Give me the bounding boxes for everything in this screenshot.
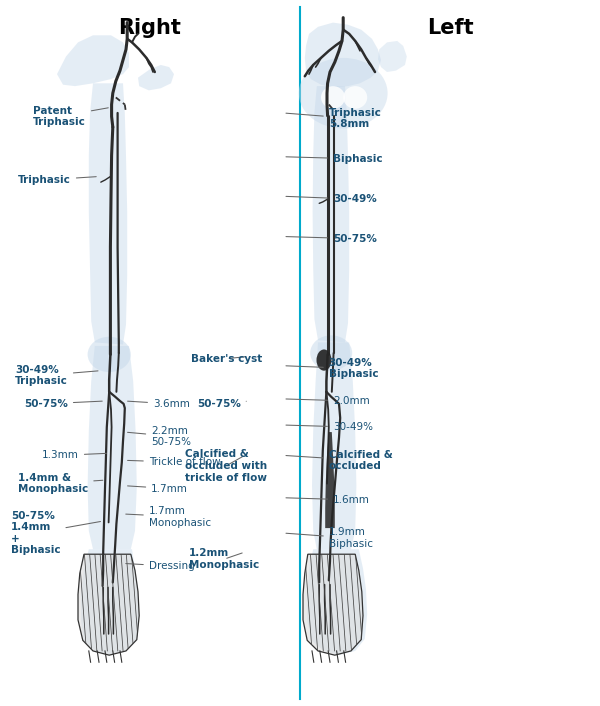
Text: Calcified &
occluded: Calcified & occluded (286, 450, 392, 471)
Text: 50-75%: 50-75% (197, 399, 246, 409)
Polygon shape (57, 35, 129, 86)
Text: 1.4mm &
Monophasic: 1.4mm & Monophasic (18, 473, 103, 494)
Text: 3.6mm: 3.6mm (128, 399, 190, 409)
Polygon shape (138, 65, 174, 90)
Text: Dressing: Dressing (126, 561, 194, 571)
Ellipse shape (321, 86, 345, 109)
Polygon shape (313, 86, 349, 342)
Polygon shape (378, 41, 407, 72)
Text: Right: Right (119, 18, 181, 37)
Text: 30-49%
Biphasic: 30-49% Biphasic (286, 358, 379, 379)
Ellipse shape (310, 335, 352, 371)
Polygon shape (89, 83, 127, 345)
Polygon shape (305, 23, 381, 88)
Text: Trickle of flow: Trickle of flow (128, 457, 220, 467)
Polygon shape (325, 432, 335, 528)
Text: Triphasic
5.8mm: Triphasic 5.8mm (286, 108, 382, 129)
Text: 50-75%: 50-75% (24, 399, 102, 409)
Text: 1.7mm
Monophasic: 1.7mm Monophasic (126, 506, 211, 527)
Ellipse shape (343, 86, 367, 109)
Text: Patent
Triphasic: Patent Triphasic (33, 106, 108, 127)
Text: Left: Left (427, 18, 473, 37)
Text: 30-49%
Triphasic: 30-49% Triphasic (15, 365, 98, 386)
Text: 50-75%: 50-75% (286, 234, 377, 244)
Polygon shape (81, 549, 139, 655)
Text: 1.6mm: 1.6mm (286, 495, 370, 505)
Polygon shape (312, 342, 356, 549)
Text: Baker's cyst: Baker's cyst (191, 354, 262, 364)
Text: 1.7mm: 1.7mm (128, 484, 188, 493)
Polygon shape (78, 554, 139, 655)
Text: 50-75%
1.4mm
+
Biphasic: 50-75% 1.4mm + Biphasic (11, 510, 100, 556)
Polygon shape (307, 549, 367, 655)
Polygon shape (88, 346, 137, 549)
Text: 2.2mm
50-75%: 2.2mm 50-75% (128, 426, 191, 447)
Text: 2.0mm: 2.0mm (286, 396, 370, 406)
Ellipse shape (88, 337, 131, 372)
Text: 1.9mm
Biphasic: 1.9mm Biphasic (286, 527, 373, 549)
Text: Biphasic: Biphasic (286, 154, 383, 164)
Text: 1.3mm: 1.3mm (42, 450, 106, 460)
Ellipse shape (317, 349, 331, 371)
Text: 1.2mm
Monophasic: 1.2mm Monophasic (189, 549, 259, 570)
Text: Calcified &
occluded with
trickle of flow: Calcified & occluded with trickle of flo… (185, 449, 267, 483)
Polygon shape (303, 554, 363, 655)
Text: 30-49%: 30-49% (286, 422, 373, 432)
Text: 30-49%: 30-49% (286, 194, 377, 204)
Ellipse shape (299, 58, 388, 128)
Text: Triphasic: Triphasic (18, 175, 96, 185)
